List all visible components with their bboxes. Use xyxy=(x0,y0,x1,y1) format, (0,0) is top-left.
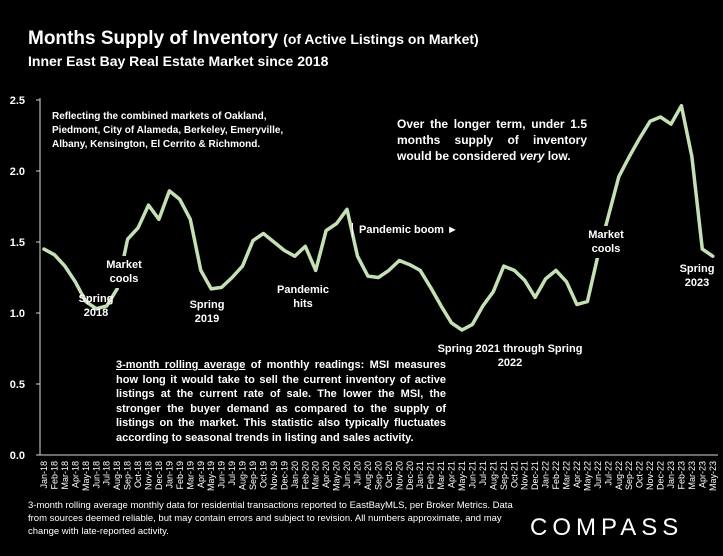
x-tick-label: Sep-19 xyxy=(248,461,258,490)
x-tick-label: Mar-21 xyxy=(436,461,446,490)
y-tick-label: 0.0 xyxy=(10,450,25,462)
x-tick-label: May-20 xyxy=(332,461,342,491)
annotation: Spring 2023 xyxy=(679,263,715,289)
x-tick-label: Oct-18 xyxy=(133,461,143,488)
x-tick-label: Apr-19 xyxy=(196,461,206,488)
note-part: low. xyxy=(544,149,571,163)
annotation: Spring 2021 through Spring 2022 xyxy=(437,343,583,369)
chart-subtitle: Inner East Bay Real Estate Market since … xyxy=(28,53,329,69)
x-tick-label: Jul-18 xyxy=(102,461,112,486)
x-tick-label: Dec-18 xyxy=(154,461,164,490)
y-tick-label: 2.5 xyxy=(10,95,25,107)
x-tick-label: Sep-20 xyxy=(373,461,383,490)
x-tick-label: Oct-22 xyxy=(635,461,645,488)
x-tick-label: Jul-22 xyxy=(603,461,613,486)
y-tick-label: 1.5 xyxy=(10,237,25,249)
x-tick-label: Apr-22 xyxy=(572,461,582,488)
note-part: of monthly readings: MSI measures how lo… xyxy=(116,359,446,444)
x-tick-label: May-19 xyxy=(206,461,216,491)
x-tick-label: Apr-20 xyxy=(321,461,331,488)
long-term-note: Over the longer term, under 1.5 months s… xyxy=(397,116,587,164)
x-tick-label: Jan-19 xyxy=(164,461,174,489)
x-tick-label: Jan-22 xyxy=(541,461,551,489)
x-tick-label: Jun-20 xyxy=(342,461,352,489)
x-tick-label: Mar-22 xyxy=(562,461,572,490)
chart-title: Months Supply of Inventory xyxy=(28,28,279,49)
x-tick-label: Nov-18 xyxy=(144,461,154,490)
note-emphasis: very xyxy=(519,149,545,163)
chart-title-note: (of Active Listings on Market) xyxy=(283,31,479,47)
x-tick-label: Feb-20 xyxy=(300,461,310,490)
x-tick-label: Sep-22 xyxy=(624,461,634,490)
y-tick-label: 2.0 xyxy=(10,166,25,178)
x-tick-label: Mar-23 xyxy=(687,461,697,490)
x-tick-label: Mar-19 xyxy=(185,461,195,490)
y-tick-label: 0.5 xyxy=(10,379,25,391)
x-tick-label: Jan-23 xyxy=(666,461,676,489)
x-tick-label: Sep-18 xyxy=(123,461,133,490)
x-tick-label: Dec-19 xyxy=(279,461,289,490)
annotation: Pandemic hits xyxy=(277,284,329,310)
x-tick-label: Mar-20 xyxy=(311,461,321,490)
x-tick-label: Jul-21 xyxy=(478,461,488,486)
x-tick-label: Jan-21 xyxy=(415,461,425,489)
annotation: Market cools xyxy=(580,226,632,258)
x-tick-label: Dec-20 xyxy=(405,461,415,490)
x-tick-label: Jan-18 xyxy=(39,461,49,489)
x-tick-label: Nov-20 xyxy=(394,461,404,490)
x-tick-label: May-22 xyxy=(582,461,592,491)
annotation: Pandemic boom ► xyxy=(352,223,479,237)
x-tick-label: Jul-20 xyxy=(353,461,363,486)
markets-note: Reflecting the combined markets of Oakla… xyxy=(52,111,284,150)
x-tick-label: May-23 xyxy=(708,461,718,491)
x-tick-label: Apr-23 xyxy=(697,461,707,488)
x-tick-label: Feb-22 xyxy=(551,461,561,490)
x-tick-label: May-21 xyxy=(457,461,467,491)
x-tick-label: Feb-21 xyxy=(426,461,436,490)
x-tick-label: Nov-22 xyxy=(645,461,655,490)
x-tick-label: Feb-18 xyxy=(49,461,59,490)
x-tick-label: Aug-18 xyxy=(112,461,122,490)
x-tick-label: Dec-21 xyxy=(530,461,540,490)
x-tick-label: Nov-21 xyxy=(520,461,530,490)
x-tick-label: Jul-19 xyxy=(227,461,237,486)
x-tick-label: Mar-18 xyxy=(60,461,70,490)
x-tick-label: Apr-21 xyxy=(447,461,457,488)
logo: COMPASS xyxy=(530,514,684,541)
x-tick-label: Oct-21 xyxy=(509,461,519,488)
note-lead: 3-month rolling average xyxy=(116,359,246,371)
footer: 3-month rolling average monthly data for… xyxy=(28,500,513,537)
x-tick-label: Sep-21 xyxy=(499,461,509,490)
method-note: 3-month rolling average of monthly readi… xyxy=(113,356,449,447)
x-tick-label: Aug-20 xyxy=(363,461,373,490)
x-tick-label: Jan-20 xyxy=(290,461,300,489)
x-tick-label: Dec-22 xyxy=(656,461,666,490)
x-tick-label: Apr-18 xyxy=(70,461,80,488)
x-tick-label: Aug-22 xyxy=(614,461,624,490)
y-tick-label: 1.0 xyxy=(10,308,25,320)
chart-title-group: Months Supply of Inventory (of Active Lis… xyxy=(28,28,479,49)
x-tick-label: Feb-19 xyxy=(175,461,185,490)
x-tick-label: May-18 xyxy=(81,461,91,491)
x-tick-label: Jun-19 xyxy=(217,461,227,489)
x-tick-label: Oct-20 xyxy=(384,461,394,488)
annotation: Spring 2019 xyxy=(189,299,225,325)
x-tick-label: Jun-21 xyxy=(467,461,477,489)
annotation: Market cools xyxy=(99,256,149,288)
note-part: Over the longer term, under 1.5 months s… xyxy=(397,117,587,163)
x-tick-label: Feb-23 xyxy=(676,461,686,490)
x-tick-label: Oct-19 xyxy=(258,461,268,488)
x-tick-label: Jun-22 xyxy=(593,461,603,489)
x-tick-label: Aug-19 xyxy=(238,461,248,490)
x-tick-label: Aug-21 xyxy=(488,461,498,490)
annotation: Spring 2018 xyxy=(78,293,114,319)
x-tick-label: Nov-19 xyxy=(269,461,279,490)
x-tick-label: Jun-18 xyxy=(91,461,101,489)
